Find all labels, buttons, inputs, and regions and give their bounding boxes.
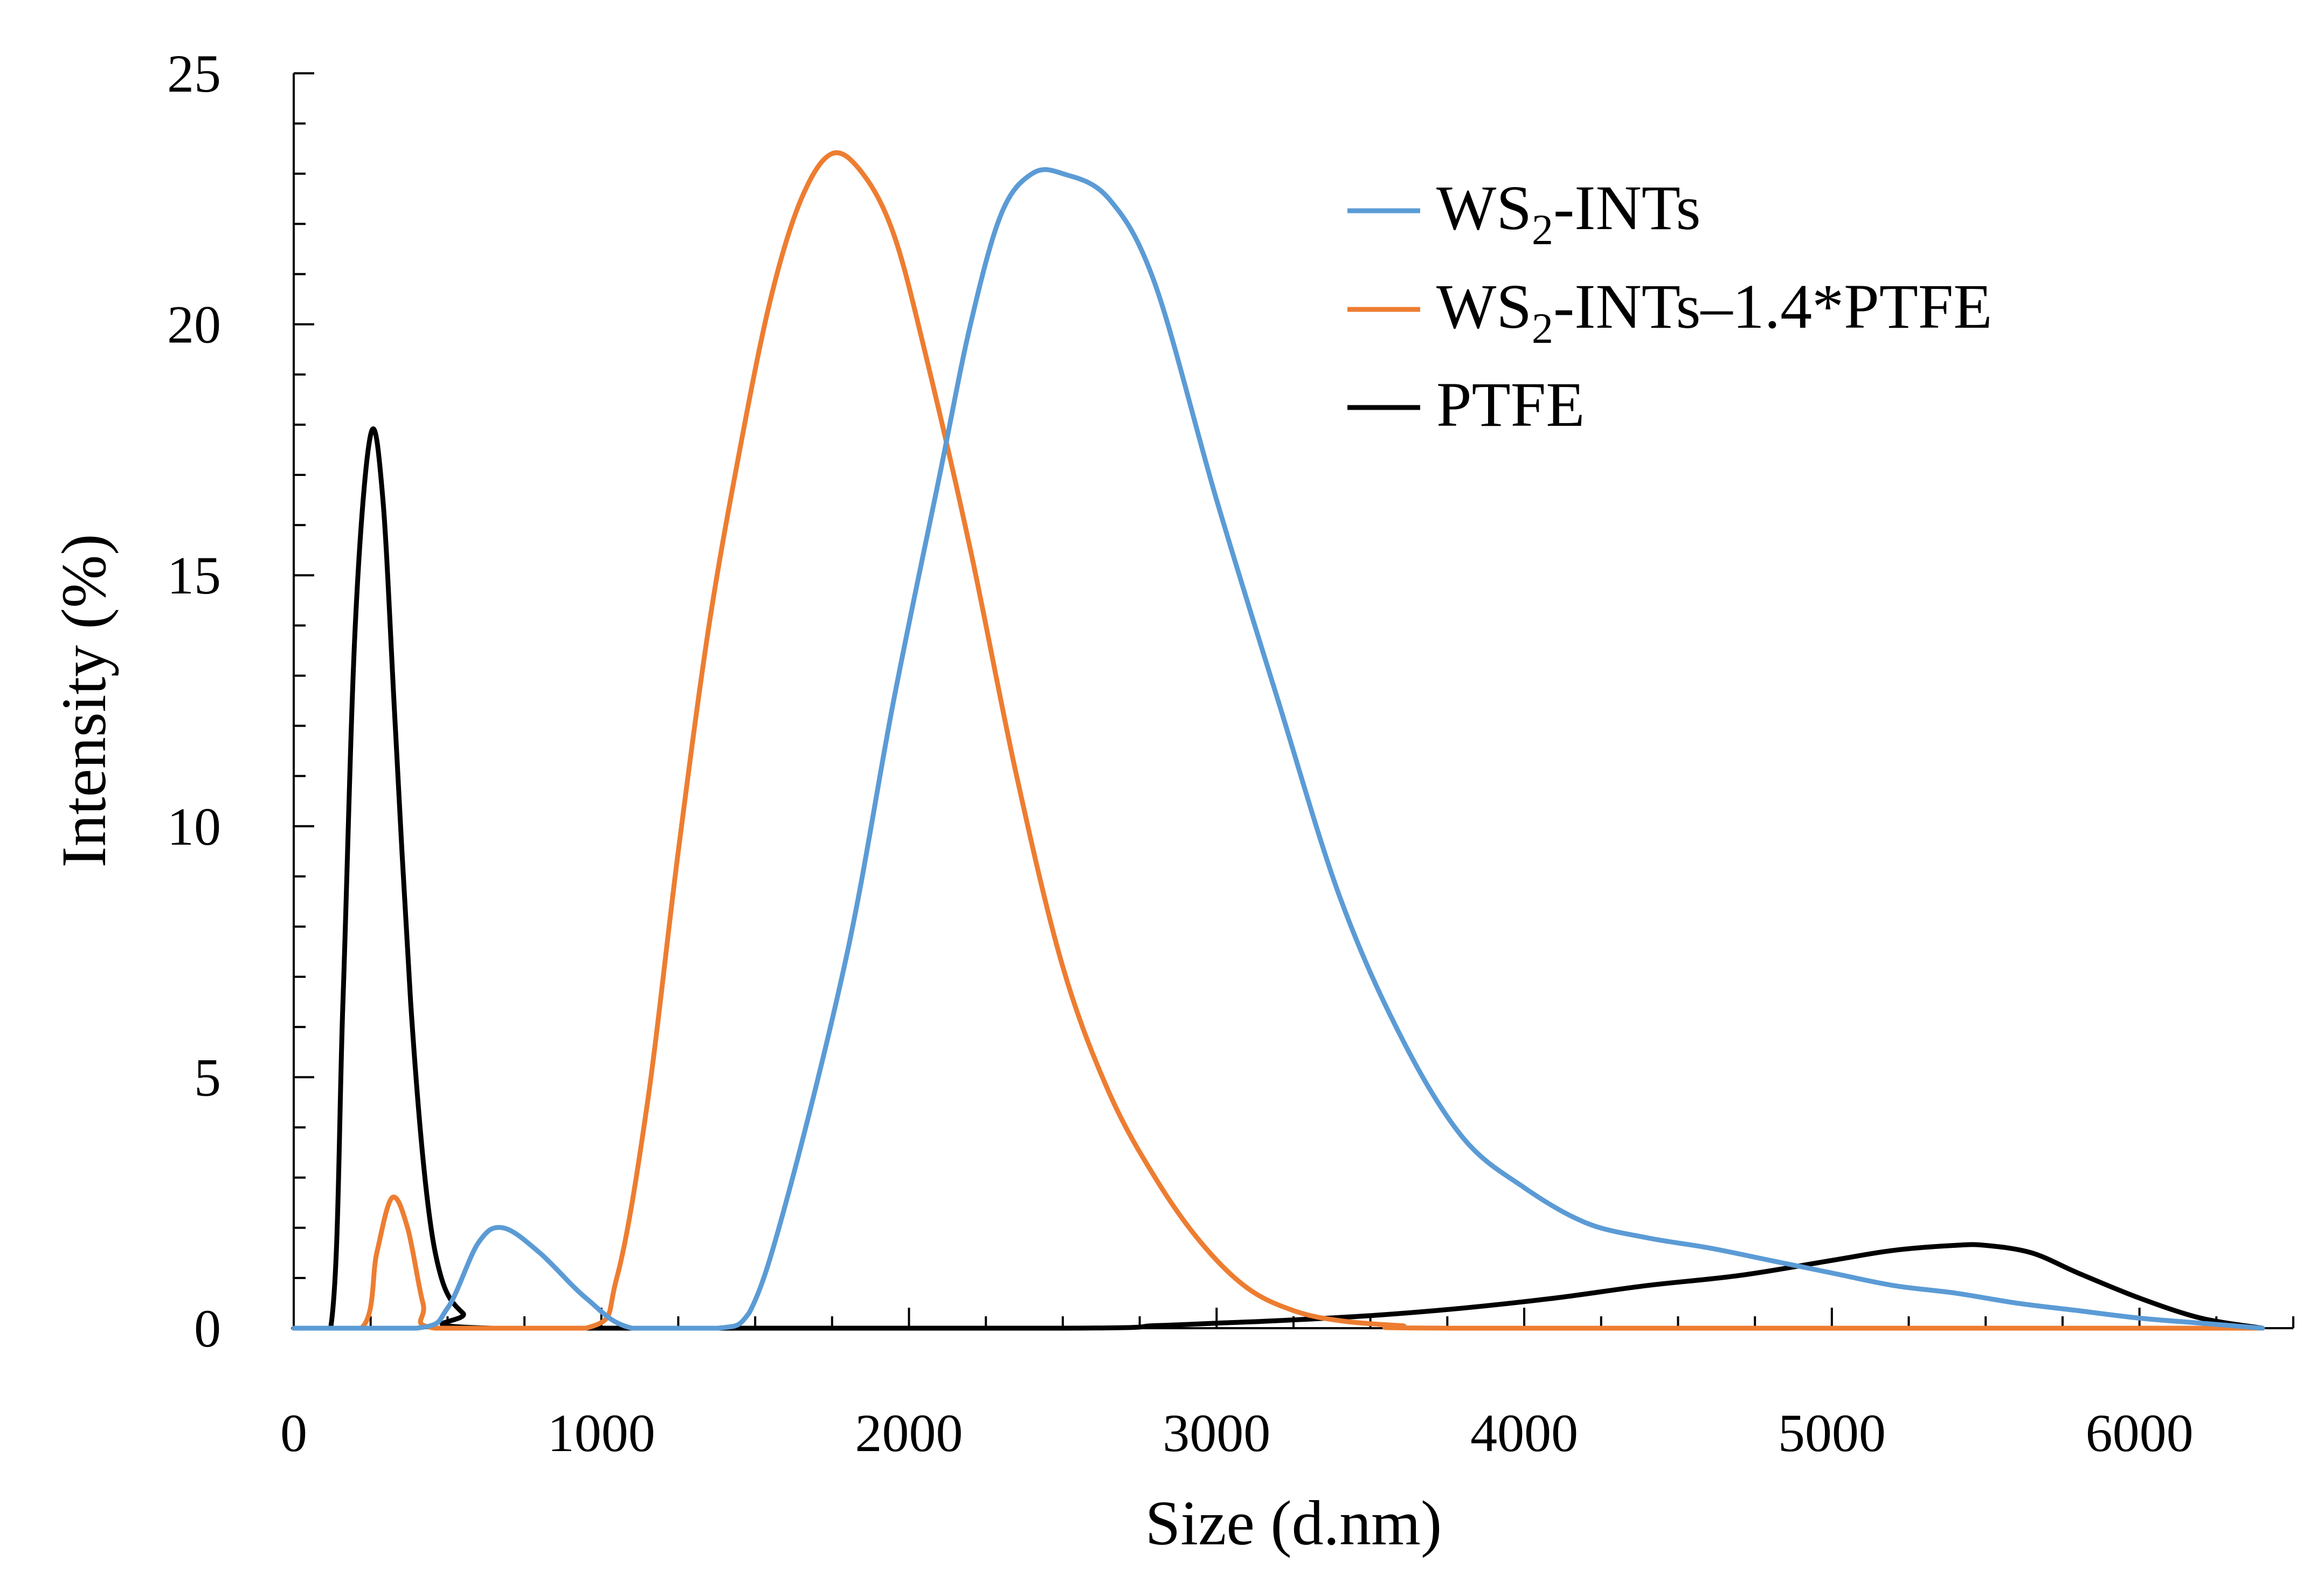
x-tick-label: 2000: [855, 1403, 963, 1463]
series-line-2: [291, 426, 2265, 1331]
y-tick-label: 25: [167, 44, 221, 103]
series-group: [291, 150, 2265, 1331]
y-tick-label: 20: [167, 295, 221, 355]
y-tick-label: 0: [194, 1299, 221, 1358]
series-line-1: [291, 150, 2265, 1331]
x-tick-label: 6000: [2086, 1403, 2194, 1463]
legend-label-1: WS2-INTs–1.4*PTFE: [1436, 271, 1992, 353]
tick-labels: 0 1000 2000 3000 4000 5000 6000 0 5 10 15 20 25: [167, 44, 2194, 1463]
legend: WS2-INTs WS2-INTs–1.4*PTFE PTFE: [1347, 172, 1992, 440]
y-tick-label: 10: [167, 797, 221, 857]
legend-label-0: WS2-INTs: [1436, 172, 1701, 254]
x-axis-title: Size (d.nm): [1145, 1488, 1442, 1558]
axis-ticks: [293, 72, 2294, 1329]
x-tick-label: 0: [280, 1403, 307, 1463]
y-axis-title: Intensity (%): [49, 534, 119, 867]
y-tick-label: 15: [167, 546, 221, 605]
x-tick-label: 4000: [1470, 1403, 1578, 1463]
x-tick-label: 5000: [1778, 1403, 1886, 1463]
series-line-0: [291, 167, 2265, 1331]
x-tick-label: 1000: [548, 1403, 655, 1463]
x-tick-label: 3000: [1163, 1403, 1270, 1463]
y-tick-label: 5: [194, 1047, 221, 1107]
legend-label-2: PTFE: [1436, 369, 1585, 440]
